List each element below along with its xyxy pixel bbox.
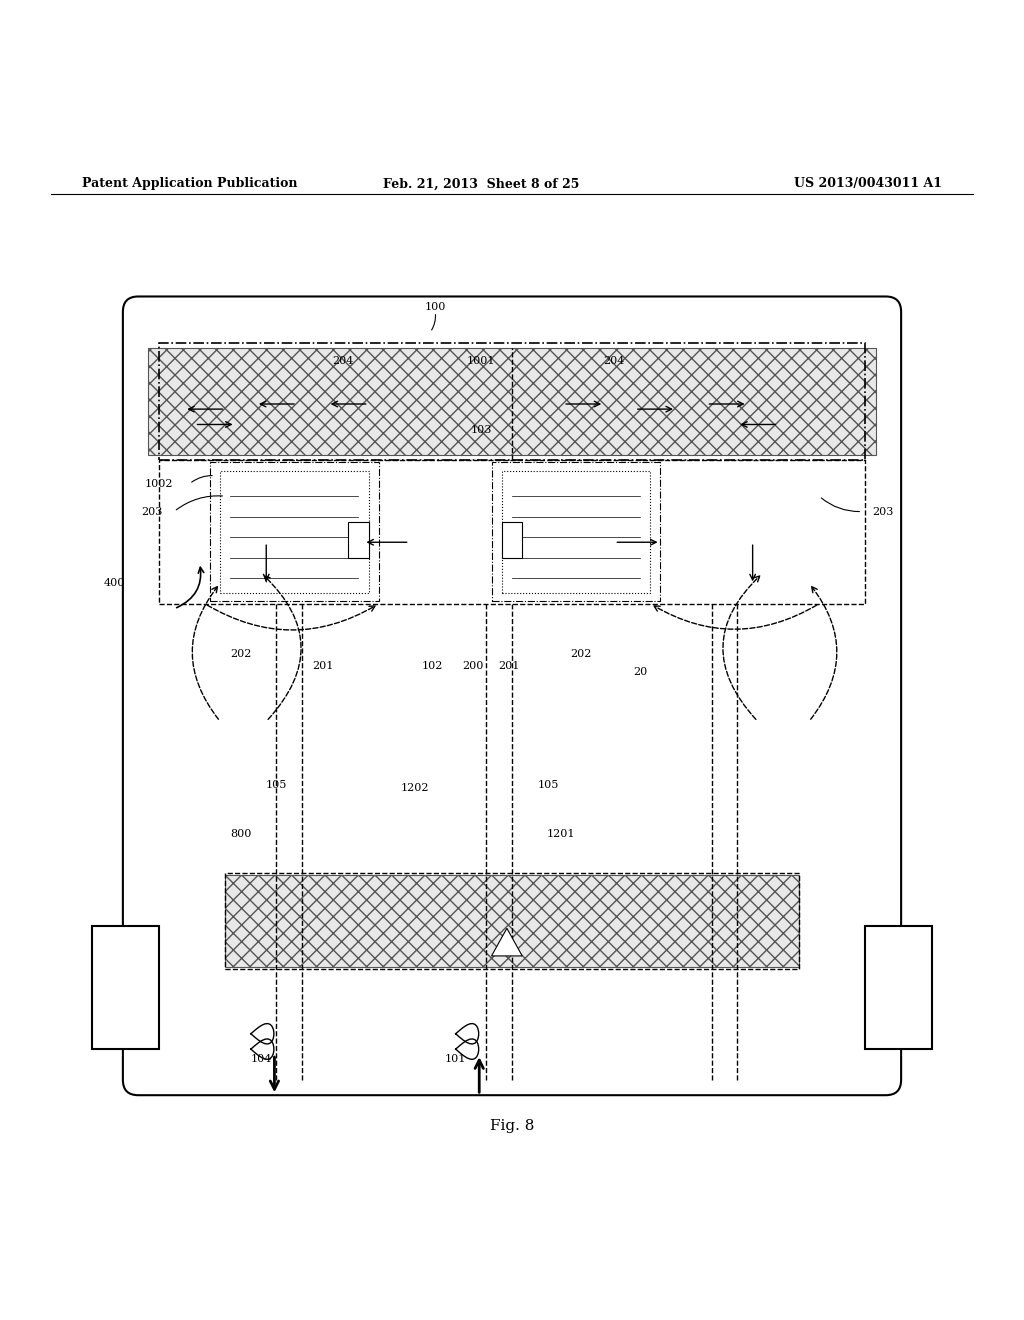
Text: 203: 203 <box>141 507 162 516</box>
Text: 200: 200 <box>463 661 483 671</box>
Text: 202: 202 <box>570 649 591 659</box>
FancyBboxPatch shape <box>148 347 876 455</box>
Text: US 2013/0043011 A1: US 2013/0043011 A1 <box>794 177 942 190</box>
Text: 201: 201 <box>499 661 519 671</box>
Text: 204: 204 <box>333 356 353 366</box>
Text: 103: 103 <box>471 425 492 434</box>
Text: 203: 203 <box>872 507 893 516</box>
Text: 204: 204 <box>604 356 625 366</box>
Text: 800: 800 <box>230 829 251 840</box>
FancyBboxPatch shape <box>865 927 932 1049</box>
Text: 20: 20 <box>633 668 647 677</box>
Text: 201: 201 <box>312 661 333 671</box>
Text: 100: 100 <box>425 302 445 312</box>
Text: 102: 102 <box>422 661 442 671</box>
Text: 202: 202 <box>230 649 251 659</box>
Text: 400: 400 <box>104 578 125 589</box>
FancyBboxPatch shape <box>348 521 369 557</box>
FancyBboxPatch shape <box>225 875 799 968</box>
FancyBboxPatch shape <box>92 927 159 1049</box>
Text: 1201: 1201 <box>547 829 575 840</box>
FancyBboxPatch shape <box>502 470 650 594</box>
Text: 1001: 1001 <box>467 356 496 366</box>
Text: Patent Application Publication: Patent Application Publication <box>82 177 297 190</box>
Text: 1202: 1202 <box>400 783 429 793</box>
FancyBboxPatch shape <box>123 297 901 1096</box>
Text: 101: 101 <box>445 1055 466 1064</box>
Text: Fig. 8: Fig. 8 <box>489 1119 535 1133</box>
Text: 105: 105 <box>266 780 287 789</box>
FancyBboxPatch shape <box>220 470 369 594</box>
FancyBboxPatch shape <box>502 521 522 557</box>
Text: 105: 105 <box>538 780 558 789</box>
Text: 104: 104 <box>251 1055 271 1064</box>
Text: 1002: 1002 <box>144 479 173 488</box>
Text: Feb. 21, 2013  Sheet 8 of 25: Feb. 21, 2013 Sheet 8 of 25 <box>383 177 580 190</box>
Polygon shape <box>492 928 522 956</box>
